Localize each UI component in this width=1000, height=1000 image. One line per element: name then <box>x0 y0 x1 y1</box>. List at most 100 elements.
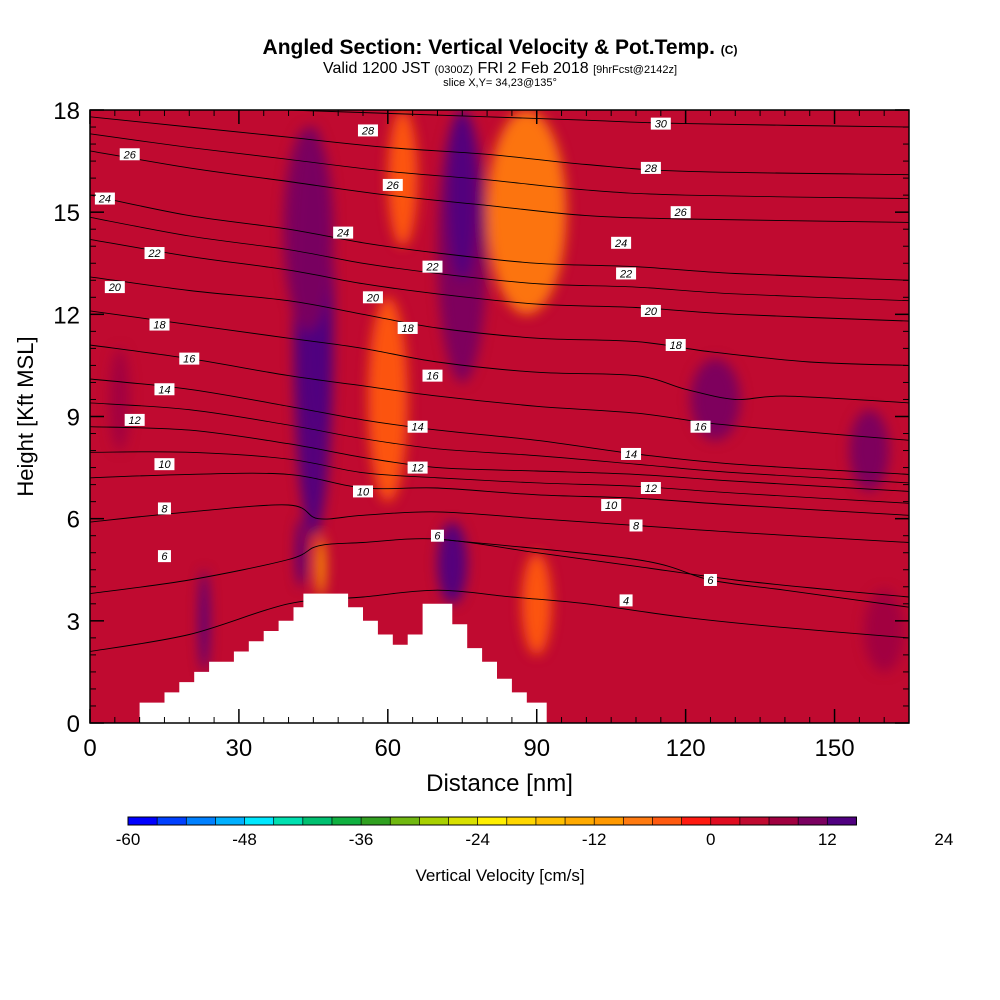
colorbar-swatch <box>506 817 537 825</box>
colorbar-swatch <box>710 817 741 825</box>
contour-label-box <box>154 458 175 471</box>
y-tick-label: 12 <box>53 302 80 329</box>
colorbar-swatch <box>623 817 653 825</box>
y-axis-label: Height [Kft MSL] <box>13 336 38 496</box>
forecast-info: [9hrFcst@2142z] <box>593 64 678 76</box>
velocity-feature <box>387 110 418 247</box>
contour-label: 16 <box>426 371 439 383</box>
contour-label: 16 <box>694 422 707 434</box>
contour-label-box <box>430 529 444 542</box>
colorbar-swatch <box>128 817 158 825</box>
colorbar-tick-label: 24 <box>934 830 953 849</box>
y-tick-label: 9 <box>67 405 80 432</box>
theta-contour-minor <box>90 451 909 504</box>
contour-label-box <box>397 321 418 334</box>
chart-title-unit: (C) <box>720 43 738 57</box>
contour-label-box <box>616 267 637 280</box>
contour-label: 10 <box>357 486 370 498</box>
y-tick-label: 0 <box>67 711 80 738</box>
contour-label: 12 <box>411 463 423 475</box>
contour-label: 28 <box>361 125 375 137</box>
contour-label-box <box>611 236 632 249</box>
x-tick-label: 30 <box>226 735 253 762</box>
theta-contour-minor <box>90 402 909 484</box>
contour-label: 30 <box>655 119 668 131</box>
x-tick-label: 0 <box>83 735 96 762</box>
velocity-features <box>109 110 905 672</box>
contour-label: 10 <box>605 500 618 512</box>
contour-label: 20 <box>108 282 122 294</box>
contour-label-box <box>629 519 643 532</box>
chart-subtitle: Valid 1200 JST (0300Z) FRI 2 Feb 2018 [9… <box>0 60 1000 78</box>
theta-contour-20 <box>90 276 909 366</box>
contour-label-box <box>154 383 175 396</box>
contour-label: 26 <box>123 149 137 161</box>
theta-contour-24 <box>90 194 909 281</box>
contour-label: 16 <box>183 354 196 366</box>
contour-label: 24 <box>98 194 111 206</box>
theta-contour-10 <box>90 472 909 516</box>
velocity-feature <box>521 552 552 655</box>
colorbar-swatch <box>273 817 304 825</box>
colorbar-tick-label: 12 <box>818 830 837 849</box>
contour-label-box <box>690 420 711 433</box>
theta-contour-14 <box>90 378 909 475</box>
colorbar-swatch <box>739 817 770 825</box>
colorbar-swatch <box>477 817 508 825</box>
contour-label-box <box>601 499 622 512</box>
velocity-feature <box>109 348 130 451</box>
contour-label-box <box>665 338 686 351</box>
contour-label: 6 <box>434 531 441 543</box>
x-tick-label: 90 <box>523 735 550 762</box>
colorbar-swatch <box>419 817 450 825</box>
colorbar-tick-label: -60 <box>116 830 141 849</box>
colorbar-swatch <box>331 817 362 825</box>
x-tick-label: 150 <box>815 735 855 762</box>
contour-label-box <box>640 161 661 174</box>
contour-label-box <box>124 413 145 426</box>
contour-label-box <box>149 318 170 331</box>
y-tick-label: 15 <box>53 200 80 227</box>
contour-label-box <box>357 124 378 137</box>
colorbar-swatch <box>302 817 333 825</box>
axes: 0 30 60 90 120 150 0 3 6 9 12 15 18 Distance [nm] Heig… <box>13 98 909 797</box>
colorbar-tick-label: 0 <box>706 830 715 849</box>
colorbar-swatch <box>390 817 420 825</box>
contour-label-box <box>94 192 115 205</box>
velocity-feature <box>487 110 567 315</box>
contour-label-box <box>144 247 165 260</box>
velocity-feature <box>283 127 334 332</box>
theta-contour-8 <box>90 504 909 543</box>
y-tick-label: 3 <box>67 609 80 636</box>
colorbar-swatch <box>769 817 799 825</box>
theta-contour-12 <box>90 426 909 492</box>
contour-label-box <box>422 260 443 273</box>
terrain-mask <box>90 593 909 723</box>
contour-label-box <box>382 178 403 191</box>
contour-label-box <box>353 485 373 498</box>
theta-contour-minor <box>90 216 909 302</box>
contour-label-box <box>640 482 661 495</box>
theta-contour-22 <box>90 238 909 322</box>
colorbar-swatch <box>244 817 275 825</box>
colorbar-swatch <box>361 817 391 825</box>
slice-info: slice X,Y= 34,23@135° <box>443 77 557 89</box>
colorbar-swatch <box>652 817 683 825</box>
contour-label-box <box>362 291 383 304</box>
velocity-field <box>90 110 909 723</box>
contour-label: 14 <box>625 449 637 461</box>
contour-label-box <box>157 550 171 563</box>
contour-label: 6 <box>707 575 714 587</box>
valid-utc: (0300Z) <box>434 64 473 76</box>
contour-label: 20 <box>644 306 658 318</box>
velocity-feature <box>315 535 326 597</box>
contour-label-box <box>619 594 633 607</box>
terrain <box>90 593 909 723</box>
contour-label: 14 <box>411 422 423 434</box>
theta-contour-4 <box>90 589 909 652</box>
contour-label: 24 <box>336 228 349 240</box>
colorbar-tick-label: -36 <box>349 830 374 849</box>
theta-contour-28 <box>90 116 909 176</box>
contour-label-box <box>104 281 125 294</box>
